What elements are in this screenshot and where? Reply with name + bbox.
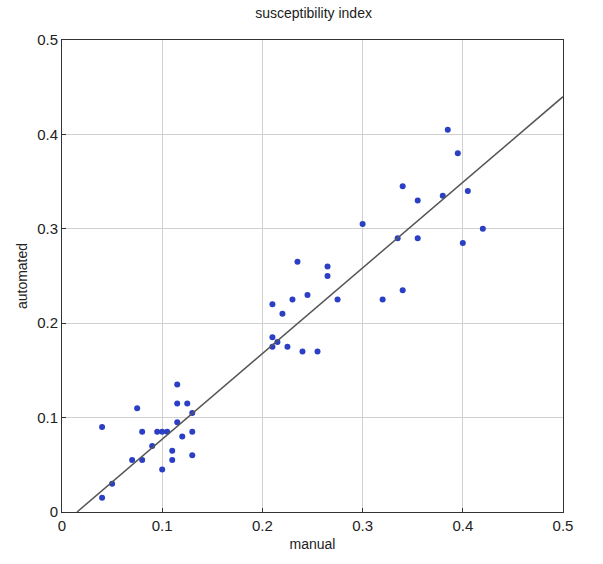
- svg-text:0.5: 0.5: [553, 517, 574, 534]
- svg-text:0.1: 0.1: [152, 517, 173, 534]
- svg-text:0.4: 0.4: [37, 126, 58, 143]
- svg-text:0: 0: [50, 503, 58, 520]
- svg-text:0: 0: [58, 517, 66, 534]
- svg-text:0.5: 0.5: [37, 31, 58, 48]
- svg-text:manual: manual: [290, 536, 336, 552]
- svg-text:0.3: 0.3: [37, 220, 58, 237]
- svg-text:automated: automated: [14, 243, 30, 309]
- svg-text:0.1: 0.1: [37, 409, 58, 426]
- svg-text:0.2: 0.2: [37, 314, 58, 331]
- svg-text:0.4: 0.4: [452, 517, 473, 534]
- svg-text:susceptibility index: susceptibility index: [255, 5, 372, 21]
- svg-text:0.3: 0.3: [352, 517, 373, 534]
- svg-text:0.2: 0.2: [252, 517, 273, 534]
